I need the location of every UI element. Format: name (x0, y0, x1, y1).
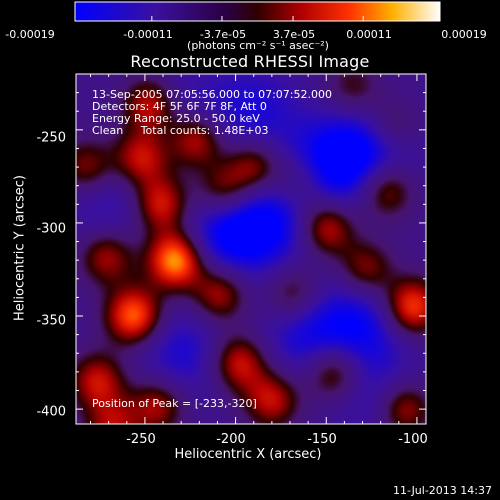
colorbar-tick-label: 0.00011 (346, 28, 392, 41)
colorbar (74, 1, 441, 22)
heatmap-source-point (110, 426, 114, 430)
colorbar-units: (photons cm⁻² s⁻¹ asec⁻²) (187, 39, 329, 52)
annotation-energy: Energy Range: 25.0 - 50.0 keV (92, 112, 260, 125)
plot-frame (75, 73, 427, 425)
colorbar-ticks (74, 16, 441, 21)
y-axis-label: Heliocentric Y (arcsec) (12, 175, 28, 321)
annotation-detectors: Detectors: 4F 5F 6F 7F 8F, Att 0 (92, 100, 267, 113)
x-tick-label: -250 (126, 432, 156, 447)
x-tick-label: -200 (216, 432, 246, 447)
y-tick-label: -350 (36, 313, 66, 329)
y-tick-label: -400 (36, 404, 66, 420)
annotation-peak: Position of Peak = [-233,-320] (92, 397, 257, 410)
x-tick-label: -100 (398, 432, 428, 447)
x-axis-label: Heliocentric X (arcsec) (174, 447, 322, 462)
axis-ticks (76, 73, 426, 424)
annotation-clean: Clean Total counts: 1.48E+03 (92, 124, 269, 137)
y-tick-label: -300 (36, 221, 66, 237)
colorbar-tick-label: -0.00011 (123, 28, 173, 41)
annotation-time: 13-Sep-2005 07:05:56.000 to 07:07:52.000 (92, 88, 332, 101)
colorbar-tick-label: 3.7e-05 (272, 28, 316, 41)
colorbar-tick-label: 0.00019 (441, 28, 487, 41)
chart-title: Reconstructed RHESSI Image (130, 52, 370, 71)
timestamp: 11-Jul-2013 14:37 (392, 484, 492, 497)
colorbar-tick-label: -0.00019 (5, 28, 55, 41)
heatmap-image (76, 74, 426, 424)
x-tick-label: -150 (307, 432, 337, 447)
colorbar-tick-label: -3.7e-05 (199, 28, 247, 41)
y-tick-label: -250 (36, 130, 66, 146)
